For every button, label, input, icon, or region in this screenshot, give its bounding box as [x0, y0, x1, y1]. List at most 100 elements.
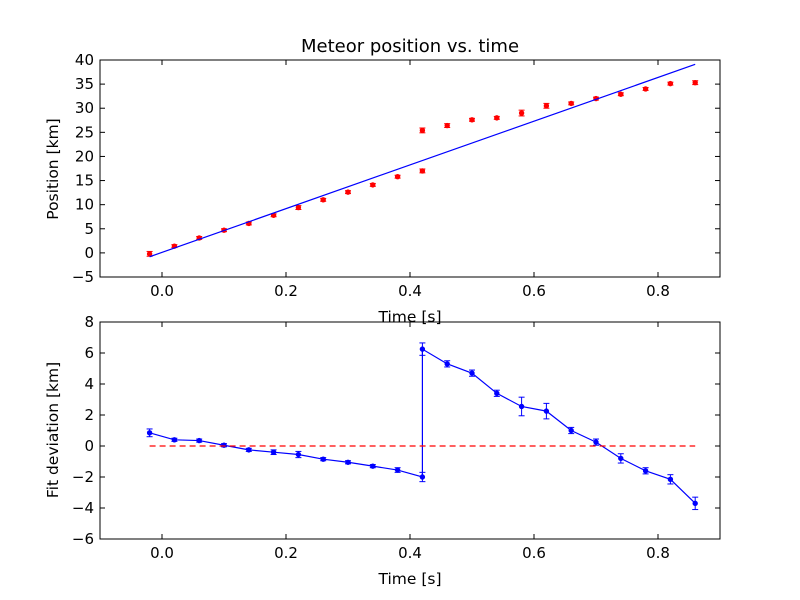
deviation-errorbar-line-point: [270, 449, 277, 456]
position-errorbar-points-point: [419, 168, 426, 174]
position-errorbar-points-point: [543, 102, 550, 109]
deviation-errorbar-line-marker: [692, 500, 698, 507]
deviation-errorbar-line-marker: [593, 439, 599, 445]
deviation-errorbar-line-point: [196, 437, 203, 444]
position-errorbar-points-marker: [543, 103, 550, 109]
deviation-errorbar-line-marker: [146, 430, 153, 436]
position-errorbar-points-marker: [295, 204, 302, 211]
deviation-ytick-label: 4: [84, 375, 94, 393]
deviation-errorbar-line-marker: [320, 456, 326, 462]
deviation-errorbar-line-point: [419, 342, 426, 356]
position-errorbar-points-point: [394, 173, 401, 180]
deviation-errorbar-line-point: [171, 437, 178, 443]
deviation-errorbar-line-marker: [196, 437, 202, 444]
deviation-errorbar-line-point: [617, 453, 624, 464]
deviation-errorbar-line-marker: [345, 459, 351, 465]
deviation-chart: 0.0 0.2 0.4 0.6 0.8 −6 −4 −2 0 2 4 6 8 Time [s] Fit …: [44, 313, 721, 588]
deviation-errorbar-line-marker: [642, 468, 649, 474]
position-xtick-label: 0.8: [646, 282, 670, 300]
position-chart-title: Meteor position vs. time: [301, 36, 519, 57]
position-errorbar-points-point: [493, 115, 500, 121]
deviation-errorbar-line-marker: [618, 455, 624, 462]
deviation-errorbar-line-marker: [246, 447, 252, 453]
deviation-ytick-label: −4: [72, 499, 94, 517]
deviation-errorbar-line-marker: [419, 346, 426, 352]
position-errorbar-points-point: [369, 182, 376, 188]
position-xtick-label: 0.6: [522, 282, 546, 300]
deviation-errorbar-line-point: [320, 456, 327, 462]
deviation-chart-xlabel: Time [s]: [377, 570, 441, 588]
deviation-errorbar-line-marker: [394, 467, 401, 473]
position-ytick-label: −5: [72, 268, 94, 286]
position-errorbar-points-marker: [419, 168, 426, 174]
deviation-chart-ylabel: Fit deviation [km]: [44, 362, 62, 498]
deviation-errorbar-line-point: [493, 389, 500, 397]
position-xtick-label: 0.0: [150, 282, 174, 300]
position-errorbar-points-point: [642, 86, 649, 92]
position-data-layer: [146, 63, 699, 258]
position-errorbar-points-point: [320, 197, 327, 203]
position-xtick-label: 0.4: [398, 282, 422, 300]
position-errorbar-points-point: [419, 127, 426, 134]
deviation-errorbar-line-marker: [419, 474, 426, 480]
position-errorbar-points-point: [295, 204, 302, 211]
position-errorbar-points-point: [469, 117, 475, 123]
position-errorbar-points-marker: [146, 251, 153, 257]
deviation-errorbar-line-marker: [568, 427, 574, 434]
deviation-xtick-label: 0.6: [522, 544, 546, 562]
deviation-ytick-label: 0: [84, 437, 94, 455]
deviation-errorbar-line-marker: [518, 403, 525, 410]
deviation-errorbar-line-point: [146, 428, 153, 438]
deviation-data-layer: [146, 342, 699, 511]
position-errorbar-points-point: [444, 122, 451, 129]
position-errorbar-points-marker: [469, 117, 475, 123]
position-errorbar-points-point: [518, 109, 525, 117]
position-ytick-label: 40: [75, 51, 94, 69]
deviation-errorbar-line-marker: [469, 370, 475, 376]
position-ytick-label: 20: [75, 147, 94, 165]
position-ytick-label: 30: [75, 99, 94, 117]
deviation-errorbar-line-marker: [370, 463, 376, 469]
position-errorbar-points-marker: [444, 122, 450, 129]
deviation-errorbar-line-point: [692, 496, 699, 511]
position-xtick-label: 0.2: [274, 282, 298, 300]
position-errorbar-points-point: [345, 189, 351, 195]
position-errorbar-points-marker: [642, 86, 649, 92]
deviation-errorbar-line-point: [295, 450, 302, 459]
position-ytick-label: 15: [75, 172, 94, 190]
position-errorbar-points-point: [667, 80, 674, 87]
deviation-errorbar-line-marker: [667, 476, 674, 483]
position-ytick-label: 35: [75, 75, 94, 93]
deviation-errorbar-line-marker: [270, 449, 277, 455]
deviation-errorbar-line-point: [345, 459, 351, 465]
deviation-ytick-label: 2: [84, 406, 94, 424]
position-errorbar-points-point: [692, 79, 699, 86]
deviation-errorbar-line-marker: [171, 437, 178, 443]
position-ytick-label: 5: [84, 220, 94, 238]
deviation-errorbar-line-marker: [543, 408, 550, 414]
position-chart: Meteor position vs. time 0.0 0.2 0.4 0.6 0.8…: [44, 36, 721, 326]
deviation-errorbar-line-marker: [494, 390, 500, 396]
position-errorbar-points-marker: [394, 173, 401, 180]
deviation-ytick-label: −6: [72, 530, 94, 548]
position-errorbar-points-marker: [345, 189, 351, 195]
position-errorbar-points-marker: [518, 110, 525, 116]
deviation-ytick-label: 8: [84, 313, 94, 331]
position-ytick-label: 10: [75, 196, 94, 214]
deviation-ytick-label: −2: [72, 468, 94, 486]
deviation-xtick-label: 0.4: [398, 544, 422, 562]
position-errorbar-points-marker: [692, 79, 698, 86]
position-errorbar-points-point: [617, 91, 624, 97]
deviation-errorbar-line-marker: [444, 361, 450, 367]
position-errorbar-points-marker: [419, 127, 426, 134]
deviation-errorbar-line-point: [369, 463, 376, 469]
position-ytick-label: 25: [75, 123, 94, 141]
position-fit-line: [149, 63, 696, 258]
deviation-errorbar-line-point: [245, 447, 252, 453]
deviation-errorbar-line-point: [469, 369, 475, 377]
position-errorbar-points-point: [568, 100, 575, 107]
position-errorbar-points-marker: [370, 182, 376, 188]
position-errorbar-points-marker: [494, 115, 500, 121]
